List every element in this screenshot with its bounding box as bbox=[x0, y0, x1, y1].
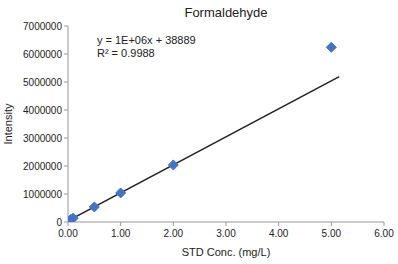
y-tick bbox=[64, 110, 68, 111]
x-tick bbox=[173, 222, 174, 226]
y-tick-label: 2000000 bbox=[23, 161, 62, 172]
y-tick-label: 3000000 bbox=[23, 133, 62, 144]
y-tick-label: 1000000 bbox=[23, 189, 62, 200]
data-point bbox=[326, 42, 336, 52]
x-tick bbox=[120, 222, 121, 226]
y-axis-line bbox=[68, 26, 69, 222]
chart-container: 0.00 1.00 2.00 3.00 4.00 5.00 6.00 0 1000000 2000… bbox=[0, 0, 398, 264]
axes: 0.00 1.00 2.00 3.00 4.00 5.00 6.00 0 1000000 2000… bbox=[23, 21, 394, 240]
y-tick bbox=[64, 54, 68, 55]
y-tick bbox=[64, 194, 68, 195]
title: Formaldehyde bbox=[184, 5, 267, 20]
x-tick-label: 3.00 bbox=[216, 228, 236, 239]
y-tick-label: 4000000 bbox=[23, 105, 62, 116]
x-tick bbox=[278, 222, 279, 226]
annotation-text: R² = 0.9988 bbox=[97, 47, 155, 59]
x-tick bbox=[331, 222, 332, 226]
y-tick bbox=[64, 82, 68, 83]
y-tick bbox=[64, 222, 68, 223]
data-point bbox=[89, 202, 99, 212]
data-point bbox=[68, 213, 78, 222]
x-tick bbox=[68, 222, 69, 226]
x-tick-label: 1.00 bbox=[111, 228, 131, 239]
x-tick-label: 6.00 bbox=[374, 228, 394, 239]
annotation: y = 1E+06x + 38889R² = 0.9988 bbox=[97, 34, 196, 59]
data-point bbox=[116, 188, 126, 198]
y-tick-label: 6000000 bbox=[23, 49, 62, 60]
trend-line bbox=[68, 77, 339, 221]
y-tick-label: 5000000 bbox=[23, 77, 62, 88]
y-tick bbox=[64, 26, 68, 27]
data-point bbox=[168, 160, 178, 170]
x-tick-label: 5.00 bbox=[322, 228, 342, 239]
y-tick bbox=[64, 166, 68, 167]
x-axis-label: STD Conc. (mg/L) bbox=[182, 246, 271, 258]
chart: 0.00 1.00 2.00 3.00 4.00 5.00 6.00 0 1000000 2000… bbox=[0, 0, 398, 264]
y-tick bbox=[64, 138, 68, 139]
y-tick-label: 7000000 bbox=[23, 21, 62, 32]
x-tick bbox=[226, 222, 227, 226]
y-tick-label: 0 bbox=[56, 217, 62, 228]
plot-area bbox=[68, 42, 339, 222]
x-tick-label: 2.00 bbox=[164, 228, 184, 239]
x-tick-label: 0.00 bbox=[58, 228, 78, 239]
x-tick-label: 4.00 bbox=[269, 228, 289, 239]
x-tick bbox=[384, 222, 385, 226]
annotation-text: y = 1E+06x + 38889 bbox=[97, 34, 196, 46]
y-axis-label: Intensity bbox=[2, 103, 14, 144]
